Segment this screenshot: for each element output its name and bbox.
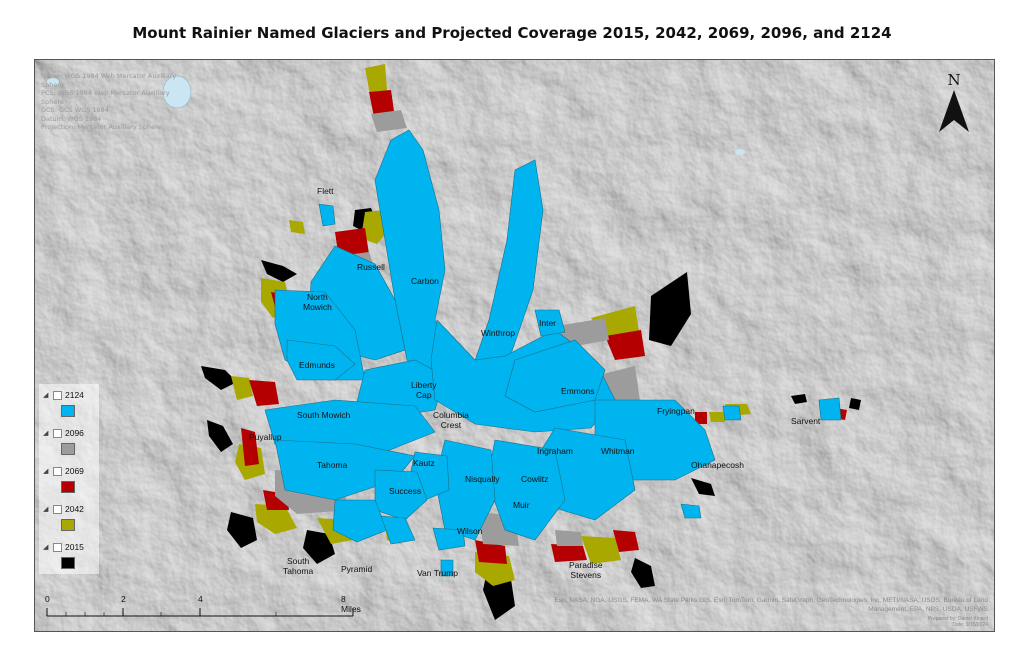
label-line: Stevens xyxy=(570,570,602,580)
north-arrow-icon xyxy=(939,90,969,132)
layer-visibility-checkbox[interactable] xyxy=(53,466,62,476)
label-line: Tahoma xyxy=(283,566,314,576)
legend-swatch xyxy=(61,443,75,455)
metadata-line: PCS: WGS 1984 Web Mercator Auxiliary Sph… xyxy=(41,89,170,106)
legend-year: 2042 xyxy=(65,504,84,514)
label-liberty-cap: Liberty Cap xyxy=(411,380,437,400)
label-line: Liberty xyxy=(411,380,437,390)
layer-visibility-checkbox[interactable] xyxy=(53,390,62,400)
legend-entry: ◢ 2042 xyxy=(43,502,99,540)
label-inter: Inter xyxy=(539,318,557,328)
label-tahoma: Tahoma xyxy=(317,460,348,470)
legend-year: 2124 xyxy=(65,390,84,400)
legend-entry: ◢ 2096 xyxy=(43,426,99,464)
lake xyxy=(47,78,59,86)
scale-label: 0 xyxy=(45,594,50,604)
legend-year: 2069 xyxy=(65,466,84,476)
collapse-triangle-icon[interactable]: ◢ xyxy=(43,392,49,399)
label-south-tahoma: South Tahoma xyxy=(283,556,313,576)
scale-ruler xyxy=(46,608,354,617)
north-arrow: N xyxy=(937,72,971,142)
label-columbia-crest: Columbia Crest xyxy=(433,410,469,430)
legend: ◢ 2124 ◢ 2096 ◢ 2069 ◢ xyxy=(39,384,99,574)
label-russell: Russell xyxy=(357,262,385,272)
label-carbon: Carbon xyxy=(411,276,439,286)
glacier-2069-layer xyxy=(241,90,847,564)
label-line: Crest xyxy=(440,420,462,430)
scale-label: 4 xyxy=(198,594,203,604)
collapse-triangle-icon[interactable]: ◢ xyxy=(43,506,49,513)
layer-visibility-checkbox[interactable] xyxy=(53,428,62,438)
map-title: Mount Rainier Named Glaciers and Project… xyxy=(132,24,892,42)
credits-line: Management, EPA, NPS, USDA, USFWS xyxy=(868,606,988,613)
label-cowlitz: Cowlitz xyxy=(521,474,549,484)
scale-label: 8 Miles xyxy=(341,594,361,614)
layer-visibility-checkbox[interactable] xyxy=(53,504,62,514)
collapse-triangle-icon[interactable]: ◢ xyxy=(43,468,49,475)
label-ohanapecosh: Ohanapecosh xyxy=(691,460,744,470)
legend-entry: ◢ 2015 xyxy=(43,540,99,578)
lake xyxy=(162,75,192,109)
legend-entry: ◢ 2069 xyxy=(43,464,99,502)
collapse-triangle-icon[interactable]: ◢ xyxy=(43,430,49,437)
scale-label: 2 xyxy=(121,594,126,604)
layer-visibility-checkbox[interactable] xyxy=(53,542,62,552)
label-ingraham: Ingraham xyxy=(537,446,573,456)
map-frame[interactable]: Name: WGS 1984 Web Mercator Auxiliary Sp… xyxy=(34,59,995,632)
label-line: South xyxy=(287,556,310,566)
author-note: Prepared by: Daniel Kinard Date: 9/15/20… xyxy=(928,616,988,628)
author-line: Prepared by: Daniel Kinard xyxy=(927,616,988,622)
label-kautz: Kautz xyxy=(413,458,435,468)
label-line: Columbia xyxy=(433,410,469,420)
label-paradise-stevens: Paradise Stevens xyxy=(569,560,603,580)
metadata-line: Datum: WGS 1984 xyxy=(41,114,102,123)
author-line: Date: 9/15/2024 xyxy=(952,622,988,628)
metadata-line: GCS: GCS WGS 1984 xyxy=(41,106,109,114)
label-sarvent: Sarvent xyxy=(791,416,821,426)
legend-swatch xyxy=(61,405,75,417)
label-line: North xyxy=(307,292,328,302)
label-north-mowich: North Mowich xyxy=(303,292,332,312)
legend-year: 2096 xyxy=(65,428,84,438)
label-pyramid: Pyramid xyxy=(341,564,373,574)
glacier-2124-layer xyxy=(264,129,842,577)
metadata-line: Projection: Mercator Auxiliary Sphere xyxy=(41,123,162,131)
legend-swatch xyxy=(61,557,75,569)
metadata-line: Name: WGS 1984 Web Mercator Auxiliary Sp… xyxy=(41,72,177,89)
label-puyallup: Puyallup xyxy=(249,432,282,442)
lake xyxy=(735,149,745,155)
label-emmons: Emmons xyxy=(561,386,595,396)
terrain-map xyxy=(35,60,994,631)
label-muir: Muir xyxy=(513,500,530,510)
label-line: Paradise xyxy=(569,560,603,570)
north-letter: N xyxy=(947,71,961,89)
label-line: Mowich xyxy=(303,302,332,312)
label-nisqually: Nisqually xyxy=(465,474,500,484)
label-wilson: Wilson xyxy=(457,526,483,536)
legend-swatch xyxy=(61,481,75,493)
label-flett: Flett xyxy=(317,186,334,196)
scale-bar: 0 2 4 8 Miles xyxy=(45,594,365,624)
label-edmunds: Edmunds xyxy=(299,360,335,370)
label-success: Success xyxy=(389,486,422,496)
label-van-trump: Van Trump xyxy=(417,568,458,578)
legend-entry: ◢ 2124 xyxy=(43,388,99,426)
projection-metadata: Name: WGS 1984 Web Mercator Auxiliary Sp… xyxy=(41,72,191,132)
label-fryingpan: Fryingpan xyxy=(657,406,695,416)
legend-swatch xyxy=(61,519,75,531)
label-south-mowich: South Mowich xyxy=(297,410,351,420)
attribution-credits: Esri, NASA, NGA, USGS, FEMA, WA State Pa… xyxy=(528,596,989,614)
label-winthrop: Winthrop xyxy=(481,328,516,338)
glacier-2042-layer xyxy=(231,64,751,586)
label-line: Cap xyxy=(415,390,432,400)
legend-year: 2015 xyxy=(65,542,84,552)
label-whitman: Whitman xyxy=(601,446,635,456)
collapse-triangle-icon[interactable]: ◢ xyxy=(43,544,49,551)
credits-line: Esri, NASA, NGA, USGS, FEMA, WA State Pa… xyxy=(554,597,989,604)
